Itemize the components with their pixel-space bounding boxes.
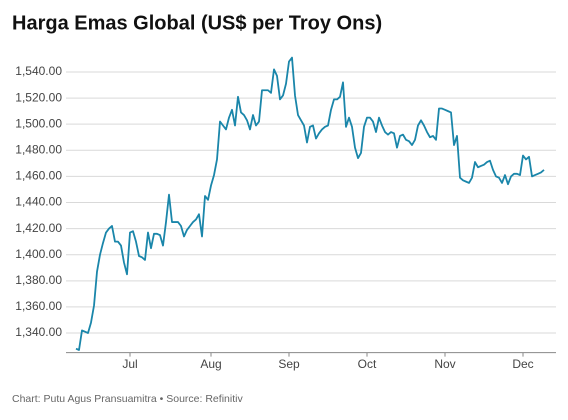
y-tick-label: 1,540.00: [15, 64, 62, 78]
y-tick-label: 1,380.00: [15, 273, 62, 287]
y-tick-label: 1,340.00: [15, 325, 62, 339]
price-line: [75, 56, 545, 351]
x-tick-label: Oct: [358, 357, 377, 371]
x-tick-label: Aug: [200, 357, 221, 371]
y-tick-label: 1,480.00: [15, 142, 62, 156]
y-tick-label: 1,360.00: [15, 299, 62, 313]
x-tick-label: Sep: [278, 357, 300, 371]
y-tick-label: 1,440.00: [15, 195, 62, 209]
source-note: Chart: Putu Agus Pransuamitra • Source: …: [12, 393, 243, 405]
y-tick-label: 1,420.00: [15, 221, 62, 235]
y-tick-label: 1,520.00: [15, 90, 62, 104]
x-tick-label: Dec: [512, 357, 533, 371]
chart-title: Harga Emas Global (US$ per Troy Ons): [12, 12, 382, 34]
y-tick-label: 1,400.00: [15, 247, 62, 261]
y-tick-label: 1,460.00: [15, 169, 62, 183]
x-tick-label: Nov: [434, 357, 455, 371]
y-tick-label: 1,500.00: [15, 116, 62, 130]
x-tick-label: Jul: [122, 357, 137, 371]
